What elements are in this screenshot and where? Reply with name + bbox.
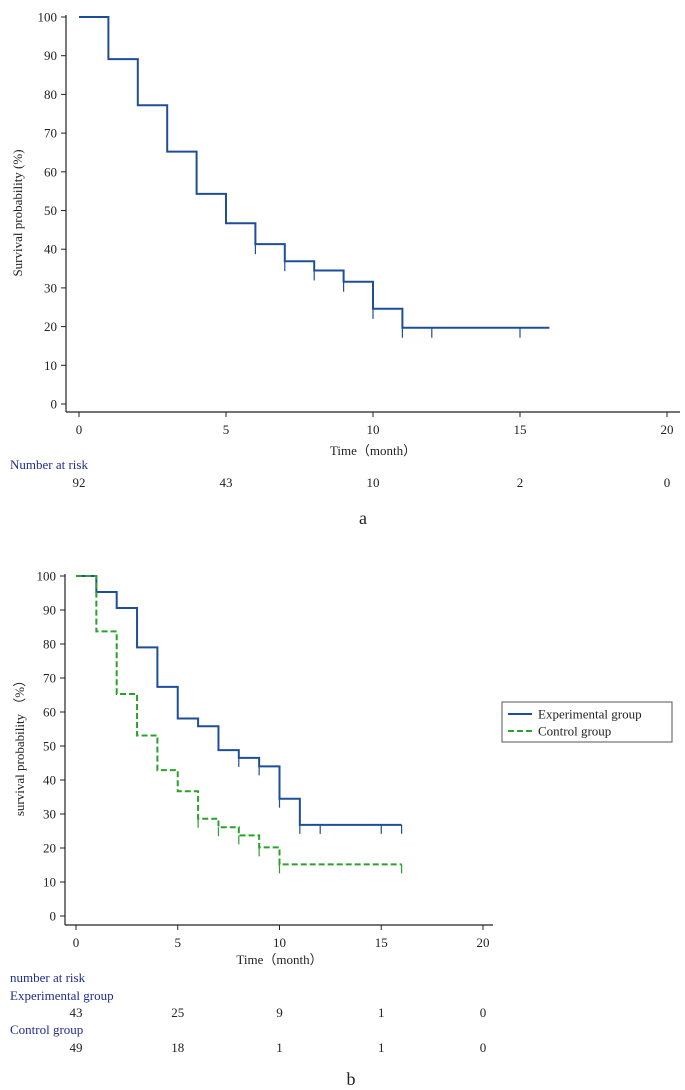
- chart2-risk-count: 1: [276, 1040, 283, 1055]
- chart2-legend-label-2: Control group: [538, 724, 611, 739]
- chart2-y-tick-label: 0: [50, 909, 57, 924]
- chart1-x-tick-label: 15: [514, 422, 527, 437]
- chart2-series-line-1: [76, 575, 402, 826]
- chart2-y-tick-label: 10: [43, 875, 56, 890]
- chart1-y-tick-label: 40: [44, 242, 57, 257]
- chart1-y-tick-label: 50: [44, 203, 57, 218]
- chart2-y-tick-label: 80: [43, 637, 56, 652]
- chart1-risk-count: 2: [517, 475, 524, 490]
- chart2-legend-label-1: Experimental group: [538, 707, 642, 722]
- chart1-y-tick-label: 100: [38, 10, 58, 25]
- chart2-risk-row-label: Experimental group: [10, 988, 114, 1003]
- chart2-risk-count: 43: [70, 1005, 83, 1020]
- chart2-risk-row-label: Control group: [10, 1022, 83, 1037]
- chart2-risk-count: 25: [171, 1005, 184, 1020]
- chart2-y-tick-label: 30: [43, 807, 56, 822]
- chart1-y-tick-label: 10: [44, 358, 57, 373]
- chart2-y-tick-label: 40: [43, 773, 56, 788]
- chart1-y-tick-label: 0: [51, 397, 58, 412]
- chart1-y-tick-label: 80: [44, 87, 57, 102]
- chart1-y-tick-label: 30: [44, 280, 57, 295]
- chart2-risk-count: 0: [480, 1005, 487, 1020]
- chart2-risk-count: 9: [276, 1005, 283, 1020]
- chart1-y-axis-title: Survival probability (%): [10, 149, 25, 276]
- chart1-y-tick-label: 20: [44, 319, 57, 334]
- chart1-y-tick-label: 90: [44, 48, 57, 63]
- chart2-panel-label: b: [347, 1069, 356, 1089]
- chart1-x-axis-title: Time（month）: [330, 443, 416, 458]
- chart2-risk-count: 1: [378, 1040, 385, 1055]
- chart1-x-tick-label: 5: [223, 422, 230, 437]
- chart1-panel-label: a: [359, 508, 367, 528]
- chart1-y-tick-label: 60: [44, 164, 57, 179]
- chart2-risk-table-header: number at risk: [10, 970, 86, 985]
- chart1-risk-table-header: Number at risk: [10, 457, 88, 472]
- chart2-y-tick-label: 90: [43, 603, 56, 618]
- chart1-risk-count: 92: [73, 475, 86, 490]
- chart2-y-tick-label: 100: [37, 569, 57, 584]
- chart1-risk-count: 10: [367, 475, 380, 490]
- chart2-y-tick-label: 20: [43, 841, 56, 856]
- chart2-x-tick-label: 0: [73, 935, 80, 950]
- chart1-x-tick-label: 0: [76, 422, 83, 437]
- chart2-legend-box: [501, 701, 673, 743]
- chart1-risk-count: 43: [220, 475, 233, 490]
- chart2-risk-count: 49: [70, 1040, 83, 1055]
- chart2-y-tick-label: 60: [43, 705, 56, 720]
- chart2-risk-count: 1: [378, 1005, 385, 1020]
- chart1-series-line-1: [79, 16, 550, 329]
- chart1-y-tick-label: 70: [44, 126, 57, 141]
- chart1-x-tick-label: 20: [661, 422, 674, 437]
- chart2-y-tick-label: 50: [43, 739, 56, 754]
- chart2-x-tick-label: 10: [273, 935, 286, 950]
- chart1-x-tick-label: 10: [367, 422, 380, 437]
- chart2-y-axis-title: survival probability （%）: [12, 674, 27, 816]
- chart2-risk-count: 18: [171, 1040, 184, 1055]
- chart2-y-tick-label: 70: [43, 671, 56, 686]
- chart2-x-tick-label: 20: [477, 935, 490, 950]
- chart2-risk-count: 0: [480, 1040, 487, 1055]
- chart1-risk-count: 0: [664, 475, 671, 490]
- chart2-x-tick-label: 15: [375, 935, 388, 950]
- chart2-x-axis-title: Time（month）: [236, 952, 322, 967]
- chart2-x-tick-label: 5: [175, 935, 182, 950]
- chart2-series-line-2: [76, 575, 402, 866]
